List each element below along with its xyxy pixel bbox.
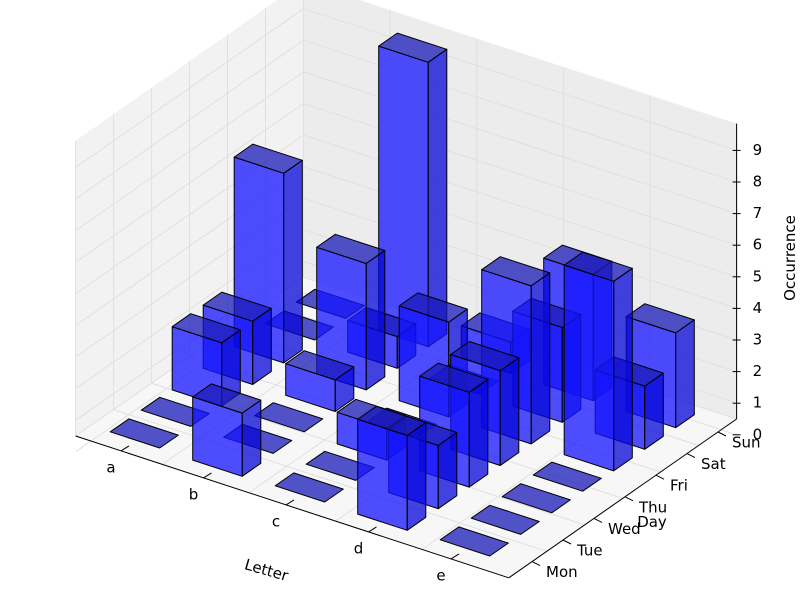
back-wall-gridline — [303, 103, 737, 246]
bar-face — [202, 291, 272, 322]
bar-face — [450, 341, 520, 372]
bar-face — [233, 143, 303, 174]
x-tick-label: a — [106, 458, 115, 476]
floor-gridline — [113, 409, 547, 552]
y-tick-label: Thu — [638, 498, 667, 516]
z-tick-label: 9 — [753, 141, 763, 159]
bar-face — [625, 303, 695, 334]
bar-3d — [274, 472, 344, 503]
bar-face — [316, 233, 386, 264]
y-axis-label: Day — [637, 513, 667, 531]
bar-3d — [357, 405, 427, 531]
back-wall-gridline — [303, 39, 737, 183]
x-axis-tick — [368, 526, 377, 533]
bar-face — [283, 159, 303, 364]
bar-face — [378, 32, 448, 63]
z-tick-label: 6 — [753, 236, 763, 254]
bar-face — [563, 264, 615, 472]
y-axis-line — [508, 418, 737, 579]
bar-face — [532, 461, 602, 492]
bar-face — [675, 319, 695, 429]
y-tick-label: Wed — [608, 520, 641, 538]
bar-face — [470, 504, 540, 535]
bar-face — [357, 405, 427, 436]
z-tick-label: 5 — [753, 267, 763, 285]
x-tick-label: d — [354, 539, 364, 557]
x-axis-tick — [450, 553, 460, 560]
z-tick-label: 1 — [753, 394, 763, 412]
y-axis-tick — [531, 561, 541, 567]
z-tick-label: 3 — [753, 331, 763, 349]
y-axis-tick — [624, 496, 634, 502]
bar-3d — [378, 32, 448, 348]
z-tick-label: 8 — [753, 173, 763, 191]
back-wall-gridline — [303, 71, 737, 215]
x-axis-line — [75, 435, 509, 579]
bar-face — [406, 422, 427, 531]
bar-3d — [254, 402, 324, 433]
bar-face — [274, 472, 344, 503]
bar-3d — [439, 526, 509, 557]
x-axis-label: Letter — [243, 555, 292, 585]
z-tick-label: 7 — [753, 204, 763, 222]
bar-face — [481, 256, 551, 287]
y-tick-label: Sun — [732, 434, 761, 452]
chart-axes — [75, 123, 741, 579]
y-tick-label: Sat — [701, 455, 726, 473]
bar-3d — [532, 461, 602, 492]
bar-face — [398, 292, 468, 323]
bar-3d — [470, 504, 540, 535]
z-axis-label: Occurrence — [781, 215, 799, 301]
chart-bars — [109, 32, 695, 557]
bar-face — [109, 418, 179, 449]
back-wall-gridline — [303, 166, 737, 309]
y-axis-tick — [655, 474, 665, 480]
y-axis-tick — [562, 539, 572, 545]
bar-face — [192, 383, 262, 414]
bar-3d — [192, 383, 262, 477]
bar-3d — [501, 483, 571, 514]
x-tick-label: b — [189, 485, 199, 503]
bar-face — [468, 378, 489, 488]
z-tick-label: 0 — [753, 425, 763, 443]
y-tick-label: Tue — [576, 542, 603, 560]
z-tick-label: 2 — [753, 362, 763, 380]
x-axis-tick — [285, 499, 295, 506]
bar-3d — [316, 233, 386, 391]
bar-face — [530, 272, 551, 445]
bar-3d — [109, 418, 179, 449]
bar-face — [419, 362, 489, 393]
x-tick-label: e — [436, 566, 445, 584]
bar-face — [613, 267, 633, 472]
bar-3d — [285, 350, 355, 412]
bar-face — [365, 250, 386, 391]
back-wall-gridline — [303, 134, 737, 278]
y-axis-tick — [717, 431, 727, 437]
bar-3d — [563, 251, 633, 472]
x-axis-tick — [203, 472, 212, 479]
y-tick-label: Mon — [546, 563, 578, 581]
bar-face — [254, 402, 324, 433]
bar-face — [439, 526, 509, 557]
y-axis-tick — [593, 517, 603, 523]
bar-face — [171, 313, 241, 344]
y-tick-label: Fri — [670, 477, 688, 495]
back-wall-gridline — [303, 8, 737, 151]
bar-face — [357, 418, 408, 531]
bar-face — [285, 350, 355, 381]
x-tick-label: c — [272, 512, 280, 530]
z-tick-label: 4 — [753, 299, 763, 317]
y-axis-tick — [686, 453, 696, 459]
bar-face — [499, 357, 520, 466]
x-axis-tick — [120, 445, 130, 452]
bar-face — [501, 483, 571, 514]
bar-face — [563, 251, 633, 282]
